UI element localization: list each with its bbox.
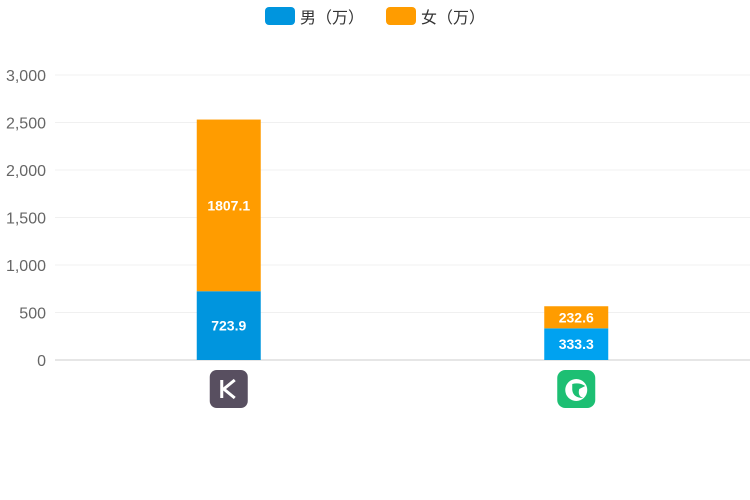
data-label: 232.6 bbox=[559, 309, 594, 325]
y-tick-label: 1,000 bbox=[6, 258, 46, 275]
legend-item-female[interactable]: 女（万） bbox=[386, 4, 485, 28]
bar-female bbox=[544, 306, 609, 329]
bar-female bbox=[196, 119, 261, 292]
y-tick-label: 2,500 bbox=[6, 116, 46, 133]
bar-male bbox=[196, 291, 261, 360]
y-tick-label: 500 bbox=[19, 306, 46, 323]
y-tick-label: 3,000 bbox=[6, 68, 46, 85]
legend: 男（万） 女（万） bbox=[0, 4, 750, 28]
y-tick-label: 2,000 bbox=[6, 163, 46, 180]
y-tick-label: 0 bbox=[37, 353, 46, 370]
y-tick-label: 1,500 bbox=[6, 211, 46, 228]
legend-label-female: 女（万） bbox=[421, 10, 486, 27]
legend-item-male[interactable]: 男（万） bbox=[264, 4, 364, 28]
legend-label-male: 男（万） bbox=[299, 10, 364, 27]
legend-swatch-female bbox=[386, 7, 416, 25]
green-fitness-app-icon bbox=[557, 370, 596, 408]
data-label: 1807.1 bbox=[207, 197, 250, 213]
data-label: 723.9 bbox=[211, 318, 246, 334]
bar-male bbox=[544, 328, 609, 360]
data-label: 333.3 bbox=[559, 336, 594, 352]
keep-app-icon bbox=[209, 370, 248, 408]
legend-swatch-male bbox=[264, 7, 295, 25]
